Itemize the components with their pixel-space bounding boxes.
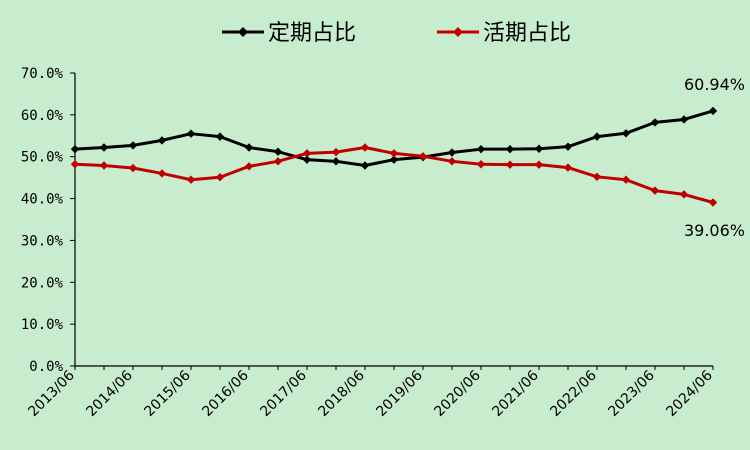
data-point [534,144,544,153]
data-point [215,173,225,182]
x-tick-label: 2024/06 [663,367,716,420]
data-point [128,141,138,150]
y-tick-label: 50.0% [21,150,64,166]
x-tick-label: 2019/06 [373,367,426,420]
data-point [244,162,254,171]
data-point [592,132,602,141]
data-point [534,160,544,169]
end-label-1: 60.94% [684,75,745,94]
data-point [215,132,225,141]
data-point [708,198,718,207]
data-point [99,161,109,170]
data-point [186,129,196,138]
data-point [621,129,631,138]
y-tick-label: 30.0% [21,233,64,249]
data-point [331,147,341,157]
data-point [476,144,486,154]
data-point [99,143,109,152]
data-point [679,115,689,124]
data-point [563,163,573,172]
y-tick-label: 40.0% [21,192,64,208]
legend-marker-2 [453,27,463,37]
x-tick-label: 2017/06 [257,367,310,420]
x-tick-label: 2013/06 [25,367,78,420]
y-tick-label: 0.0% [29,359,63,375]
data-point [447,148,457,157]
legend: 定期占比 活期占比 [222,21,571,46]
legend-label-2: 活期占比 [483,21,571,46]
data-point [505,144,515,154]
data-point [505,160,515,169]
end-labels: 60.94% 39.06% [684,75,745,240]
x-tick-label: 2016/06 [199,367,252,420]
x-tick-label: 2018/06 [315,367,368,420]
plot-area [70,106,718,207]
legend-marker-1 [238,27,248,37]
data-point [302,155,312,164]
data-point [650,118,660,127]
data-point [157,136,167,145]
data-point [679,190,689,199]
data-point [476,160,486,169]
y-tick-label: 20.0% [21,275,64,291]
data-point [621,175,631,184]
data-point [447,157,457,166]
y-tick-label: 60.0% [21,108,64,124]
data-point [389,155,399,164]
data-point [708,106,718,116]
x-tick-label: 2015/06 [141,367,194,420]
x-tick-label: 2022/06 [547,367,600,420]
data-point [186,175,196,184]
y-tick-label: 70.0% [21,66,64,82]
data-point [360,143,370,152]
data-point [244,143,254,152]
y-axis: 0.0% 10.0% 20.0% 30.0% 40.0% 50.0% 60.0% 70.0% [21,66,76,375]
data-point [70,160,80,169]
data-point [302,149,312,158]
x-tick-label: 2021/06 [489,367,542,420]
data-point [70,144,80,154]
data-point [389,149,399,158]
x-tick-label: 2020/06 [431,367,484,420]
x-tick-label: 2014/06 [83,367,136,420]
data-point [418,152,428,161]
data-point [273,157,283,166]
data-point [650,186,660,195]
x-tick-label: 2023/06 [605,367,658,420]
data-point [128,163,138,173]
data-point [273,147,283,156]
y-tick-label: 10.0% [21,317,64,333]
data-point [563,142,573,151]
data-point [157,169,167,178]
data-point [360,161,370,170]
end-label-2: 39.06% [684,221,745,240]
data-point [331,157,341,166]
x-axis: 2013/06 2014/06 2015/06 2016/06 2017/06 2018/… [25,365,716,420]
legend-label-1: 定期占比 [268,21,356,46]
data-point [592,172,602,182]
